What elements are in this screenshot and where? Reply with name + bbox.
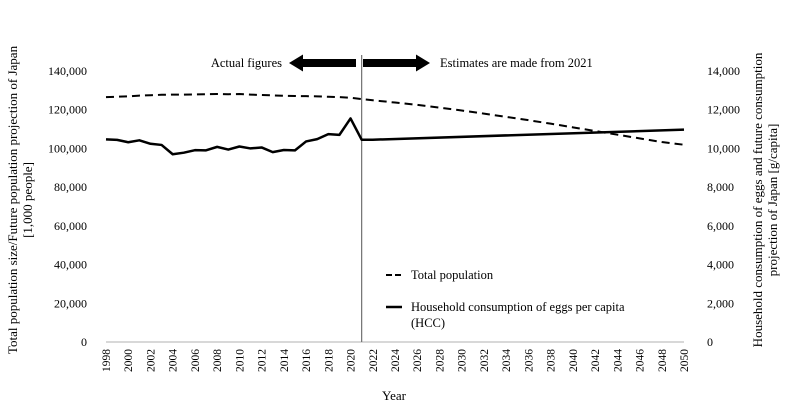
- y-axis-left-ticks: 0 20,000 40,000 60,000 80,000 100,000 120,000 1…: [48, 64, 87, 349]
- x-tick-label: 2010: [234, 349, 246, 372]
- y-right-tick-label: 0: [707, 335, 713, 349]
- x-tick-label: 2020: [346, 349, 358, 372]
- x-tick-label: 2050: [679, 349, 691, 372]
- x-tick-label: 1998: [101, 349, 113, 372]
- y-right-tick-label: 12,000: [707, 103, 740, 117]
- x-tick-label: 2032: [479, 349, 491, 372]
- x-tick-label: 2040: [568, 349, 580, 372]
- legend-label-total-population: Total population: [411, 268, 494, 282]
- x-tick-label: 2034: [501, 349, 513, 372]
- x-tick-label: 2016: [301, 349, 313, 372]
- x-tick-label: 2038: [546, 349, 558, 372]
- annotation-actual-figures: Actual figures: [211, 56, 282, 70]
- series-line-total-population: [105, 93, 685, 146]
- y-axis-right-ticks: 0 2,000 4,000 6,000 8,000 10,000 12,000 14,000: [707, 64, 740, 349]
- y-left-tick-label: 60,000: [54, 219, 87, 233]
- right-arrow: [363, 54, 430, 72]
- y-axis-right-title-line1: Household consumption of eggs and future…: [750, 52, 765, 347]
- series-layer: [105, 93, 685, 156]
- x-tick-label: 2008: [212, 349, 224, 372]
- y-left-tick-label: 100,000: [48, 141, 87, 155]
- y-axis-left-title-line2: [1,000 people]: [20, 162, 35, 238]
- y-left-tick-label: 40,000: [54, 258, 87, 272]
- x-tick-label: 2030: [457, 349, 469, 372]
- left-arrow: [289, 54, 356, 72]
- x-tick-label: 2044: [612, 349, 624, 372]
- x-tick-label: 2024: [390, 349, 402, 372]
- x-tick-label: 2014: [279, 349, 291, 372]
- series-line-hcc: [105, 117, 685, 156]
- x-tick-label: 2026: [412, 349, 424, 372]
- x-tick-label: 2036: [523, 349, 535, 372]
- x-tick-label: 2006: [190, 349, 202, 372]
- y-right-tick-label: 2,000: [707, 296, 734, 310]
- x-tick-label: 2046: [635, 349, 647, 372]
- x-axis-title: Year: [382, 388, 407, 403]
- y-right-tick-label: 10,000: [707, 141, 740, 155]
- y-right-tick-label: 4,000: [707, 258, 734, 272]
- y-left-tick-label: 20,000: [54, 296, 87, 310]
- y-right-tick-label: 6,000: [707, 219, 734, 233]
- y-left-tick-label: 120,000: [48, 103, 87, 117]
- x-tick-label: 2002: [145, 349, 157, 372]
- legend: Total population Household consumption o…: [386, 268, 625, 330]
- legend-label-hcc-line2: (HCC): [411, 316, 445, 330]
- y-left-tick-label: 80,000: [54, 180, 87, 194]
- x-axis-ticks: 1998 2000 2002 2004 2006 2008 2010 2012 2014 2016…: [101, 349, 691, 372]
- y-axis-right-title-line2: projection of Japan [g/capita]: [765, 124, 780, 277]
- x-tick-label: 2000: [123, 349, 135, 372]
- x-tick-label: 2042: [590, 349, 602, 372]
- y-right-tick-label: 14,000: [707, 64, 740, 78]
- y-axis-left-title-line1: Total population size/Future population …: [5, 45, 20, 354]
- y-right-tick-label: 8,000: [707, 180, 734, 194]
- x-tick-label: 2004: [168, 349, 180, 372]
- x-tick-label: 2022: [368, 349, 380, 372]
- y-left-tick-label: 0: [81, 335, 87, 349]
- annotation-estimates: Estimates are made from 2021: [440, 56, 593, 70]
- x-tick-label: 2012: [257, 349, 269, 372]
- y-left-tick-label: 140,000: [48, 64, 87, 78]
- x-tick-label: 2048: [657, 349, 669, 372]
- x-tick-label: 2028: [434, 349, 446, 372]
- x-tick-label: 2018: [323, 349, 335, 372]
- legend-label-hcc-line1: Household consumption of eggs per capita: [411, 300, 625, 314]
